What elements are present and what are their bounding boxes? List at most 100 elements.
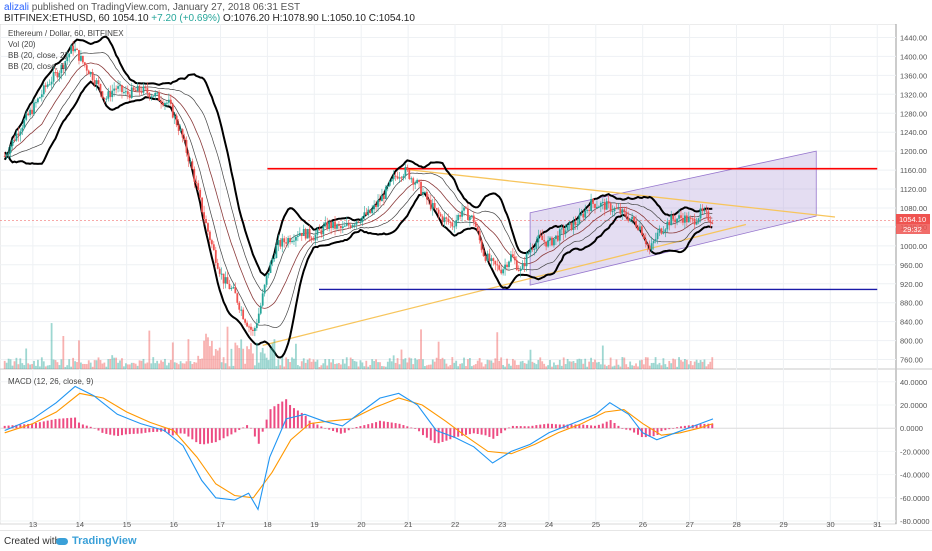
macd-histogram-bar [144, 428, 147, 433]
price-chart[interactable]: 1440.00 1400.00 1360.00 1320.00 1280.00 1240.… [0, 24, 932, 530]
legend-bb1[interactable]: BB (20, close, 2) [8, 51, 67, 60]
volume-bar [578, 358, 581, 369]
volume-bar [527, 360, 530, 369]
volume-bar [220, 362, 223, 369]
volume-bar [293, 358, 295, 369]
candle-body [592, 199, 594, 204]
macd-tick-label: 0.0000 [900, 424, 923, 433]
candle-body [707, 211, 710, 221]
volume-bar [312, 359, 315, 369]
candle-body [248, 326, 250, 328]
candle-body [347, 223, 350, 226]
macd-histogram-bar [437, 428, 440, 444]
candle-body [525, 253, 528, 267]
volume-bar [42, 361, 45, 369]
volume-bar [132, 362, 135, 369]
volume-bar [515, 364, 518, 369]
volume-bar [320, 365, 323, 369]
symbol-label: BITFINEX:ETHUSD, 60 [4, 13, 110, 24]
price-axis[interactable]: 1440.00 1400.00 1360.00 1320.00 1280.00 1240.… [900, 33, 927, 364]
ohlc-line: BITFINEX:ETHUSD, 60 1054.10 +7.20 (+0.69… [4, 13, 415, 24]
candle-body [433, 203, 436, 209]
candle-body [263, 284, 266, 294]
macd-histogram-bar [633, 428, 636, 433]
time-axis[interactable]: 13 14 15 16 17 18 19 20 21 22 23 24 25 26 27 28 29 30 31 [29, 520, 882, 529]
volume-bar [461, 363, 463, 369]
volume-bar [684, 359, 686, 369]
volume-bar [201, 358, 204, 369]
candle-body [486, 253, 489, 261]
volume-bar [101, 363, 104, 369]
volume-bar [410, 358, 413, 369]
volume-bar [50, 323, 53, 369]
candle-body [97, 80, 100, 84]
volume-bar [37, 359, 39, 369]
volume-bar [167, 362, 170, 369]
candle-body [226, 277, 229, 284]
candle-body [19, 131, 22, 136]
volume-bar [644, 357, 647, 369]
candle-body [447, 218, 450, 222]
candle-body [310, 237, 313, 240]
volume-bar [422, 359, 424, 369]
tradingview-brand[interactable]: TradingView [72, 535, 137, 547]
candle-body [533, 248, 536, 250]
candle-body [322, 226, 325, 235]
volume-bar [40, 357, 43, 369]
volume-bar [214, 349, 217, 369]
volume-bar [476, 360, 479, 369]
volume-bar [482, 366, 485, 369]
volume-bar [529, 349, 532, 369]
legend-vol[interactable]: Vol (20) [8, 40, 36, 49]
created-with-text: Created with [4, 536, 61, 547]
volume-bar [130, 362, 133, 369]
macd-histogram-bar [222, 428, 225, 439]
candle-body [298, 232, 301, 236]
legend-pair[interactable]: Ethereum / Dollar, 60, BITFINEX [8, 29, 124, 38]
time-tick-label: 24 [545, 520, 553, 529]
candle-body [156, 92, 159, 94]
macd-histogram-bar [535, 425, 538, 429]
macd-histogram-bar [42, 421, 45, 429]
volume-bar [521, 360, 524, 369]
candle-body [293, 240, 295, 242]
volume-bar [212, 355, 215, 369]
volume-bar [420, 329, 422, 369]
candle-body [44, 85, 47, 87]
volume-bar [572, 361, 575, 369]
volume-bar [353, 360, 356, 369]
volume-bar [668, 360, 671, 369]
volume-bar [498, 360, 501, 369]
legend-bb2[interactable]: BB (20, close, 1) [8, 62, 67, 71]
volume-bar [599, 364, 602, 369]
macd-histogram-bar [312, 422, 315, 429]
candle-body [11, 139, 14, 146]
volume-bar [400, 349, 403, 369]
macd-histogram-bar [81, 424, 84, 429]
candle-body [603, 201, 606, 210]
candle-body [672, 215, 675, 220]
legend-macd[interactable]: MACD (12, 26, close, 9) [8, 377, 94, 386]
time-tick-label: 19 [310, 520, 318, 529]
volume-bar [525, 363, 528, 369]
author-link[interactable]: alizali [4, 2, 30, 13]
volume-bar [209, 346, 211, 369]
volume-bar [656, 364, 659, 369]
volume-bar [554, 365, 557, 369]
macd-histogram-bar [527, 426, 530, 429]
macd-histogram-bar [132, 428, 135, 434]
volume-bar [263, 353, 266, 369]
macd-histogram-bar [484, 428, 487, 436]
candle-body [40, 94, 43, 98]
candle-body [269, 262, 272, 273]
macd-axis[interactable]: 40.0000 20.0000 0.0000 -20.0000 -40.0000 -60.… [900, 378, 930, 526]
candle-body [562, 228, 565, 234]
volume-bar [283, 366, 286, 369]
volume-bar [179, 361, 182, 369]
volume-bar [703, 359, 706, 369]
macd-histogram-bar [496, 428, 499, 436]
candle-body [656, 232, 659, 240]
volume-bar [355, 361, 358, 369]
candle-body [66, 57, 69, 62]
candle-body [148, 93, 151, 98]
